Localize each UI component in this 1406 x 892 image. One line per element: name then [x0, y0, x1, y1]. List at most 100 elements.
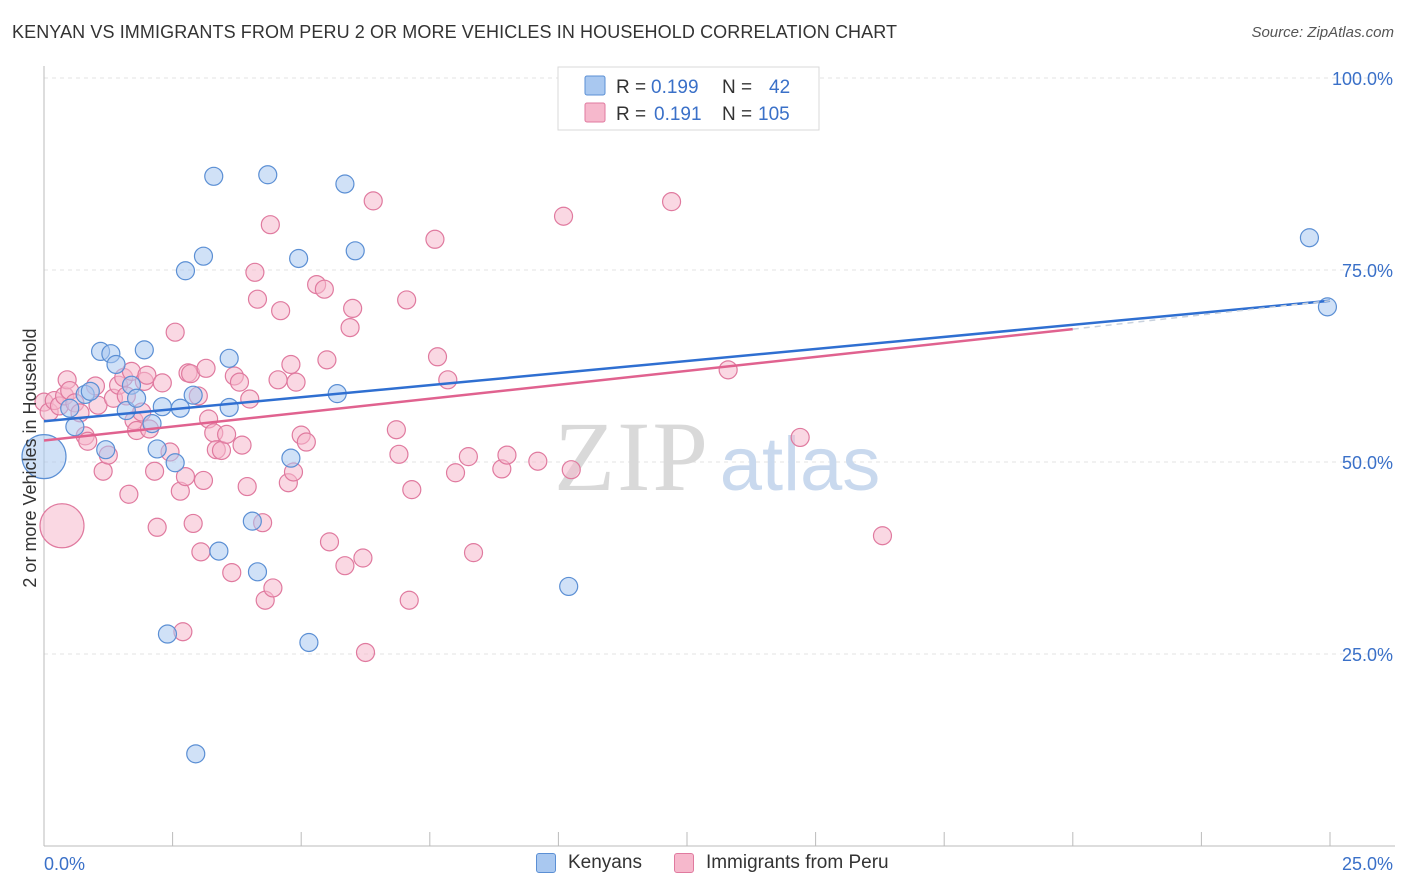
- kenyans-point-35[interactable]: [345, 241, 365, 261]
- peru-point-96[interactable]: [790, 427, 810, 448]
- peru-point-47[interactable]: [217, 424, 237, 444]
- peru-point-83[interactable]: [425, 229, 445, 249]
- peru-point-14[interactable]: [93, 461, 113, 481]
- peru-point-88[interactable]: [463, 543, 484, 563]
- peru-point-32[interactable]: [165, 322, 185, 342]
- peru-point-85[interactable]: [438, 370, 458, 390]
- peru-point-40[interactable]: [191, 542, 211, 562]
- kenyans-point-25[interactable]: [219, 348, 239, 368]
- peru-point-70[interactable]: [317, 350, 337, 370]
- chart-source: Source: ZipAtlas.com: [1251, 24, 1394, 41]
- peru-point-26[interactable]: [137, 365, 157, 385]
- peru-point-41[interactable]: [193, 470, 214, 491]
- kenyans-point-6[interactable]: [96, 440, 116, 460]
- peru-point-28[interactable]: [144, 461, 165, 481]
- kenyans-point-24[interactable]: [209, 541, 229, 561]
- peru-point-46[interactable]: [211, 440, 232, 461]
- peru-point-30[interactable]: [152, 373, 172, 393]
- kenyans-point-27[interactable]: [242, 511, 262, 531]
- kenyans-point-11[interactable]: [126, 388, 147, 408]
- kenyans-point-22[interactable]: [193, 246, 214, 266]
- kenyans-point-1[interactable]: [60, 398, 80, 418]
- kenyans-point-20[interactable]: [183, 385, 203, 405]
- peru-point-90[interactable]: [497, 445, 517, 465]
- kenyans-point-15[interactable]: [152, 397, 172, 417]
- kenyans-point-4[interactable]: [80, 381, 100, 401]
- peru-point-61[interactable]: [271, 301, 291, 321]
- kenyans-point-0[interactable]: [21, 434, 67, 480]
- peru-point-73[interactable]: [340, 318, 360, 338]
- peru-point-52[interactable]: [237, 476, 257, 497]
- kenyans-point-8[interactable]: [106, 354, 126, 375]
- kenyans-point-23[interactable]: [204, 166, 224, 186]
- kenyans-point-26[interactable]: [219, 397, 239, 418]
- peru-point-50[interactable]: [229, 372, 250, 392]
- peru-point-51[interactable]: [232, 435, 252, 455]
- stats-n-value-1: 42: [769, 77, 790, 98]
- kenyans-point-29[interactable]: [258, 165, 278, 185]
- peru-point-63[interactable]: [281, 354, 301, 375]
- stats-r-label-1: R =: [616, 77, 651, 98]
- peru-point-81[interactable]: [399, 590, 419, 610]
- peru-point-54[interactable]: [245, 262, 265, 282]
- peru-point-92[interactable]: [553, 206, 574, 226]
- kenyans-point-28[interactable]: [247, 562, 268, 582]
- peru-point-82[interactable]: [402, 480, 422, 500]
- peru-point-72[interactable]: [335, 556, 355, 576]
- peru-point-80[interactable]: [397, 290, 417, 310]
- peru-point-87[interactable]: [458, 447, 478, 467]
- peru-point-95[interactable]: [718, 360, 738, 380]
- y-tick-label-2: 75.0%: [1342, 261, 1393, 281]
- kenyans-point-36[interactable]: [559, 576, 579, 597]
- kenyans-point-14[interactable]: [147, 439, 167, 459]
- peru-point-48[interactable]: [222, 562, 242, 583]
- trend-lines: [43, 299, 1331, 442]
- peru-point-84[interactable]: [427, 347, 448, 367]
- kenyans-point-19[interactable]: [175, 261, 196, 281]
- kenyans-point-12[interactable]: [134, 340, 154, 360]
- peru-point-77[interactable]: [363, 191, 383, 211]
- y-axis-label: 2 or more Vehicles in Household: [20, 328, 40, 587]
- peru-point-67[interactable]: [296, 432, 316, 452]
- kenyans-point-32[interactable]: [299, 632, 319, 653]
- peru-point-53[interactable]: [240, 389, 260, 409]
- peru-point-91[interactable]: [528, 451, 548, 471]
- peru-point-38[interactable]: [183, 513, 203, 534]
- peru-point-29[interactable]: [147, 517, 167, 537]
- kenyans-point-30[interactable]: [281, 448, 301, 468]
- kenyans-point-17[interactable]: [165, 453, 185, 473]
- peru-point-79[interactable]: [389, 444, 409, 464]
- peru-point-74[interactable]: [343, 298, 363, 318]
- legend-item-peru[interactable]: Immigrants from Peru: [673, 852, 889, 874]
- peru-point-78[interactable]: [386, 420, 406, 440]
- peru-point-59[interactable]: [263, 578, 283, 598]
- peru-point-35[interactable]: [175, 466, 196, 487]
- peru-point-58[interactable]: [260, 215, 280, 235]
- kenyans-point-31[interactable]: [289, 248, 309, 269]
- kenyans-point-37[interactable]: [1299, 228, 1320, 248]
- legend-item-kenyans[interactable]: Kenyans: [536, 852, 642, 874]
- peru-point-42[interactable]: [196, 358, 216, 378]
- peru-point-65[interactable]: [286, 372, 306, 392]
- stats-n-label-1: N =: [722, 77, 757, 98]
- peru-point-69[interactable]: [314, 279, 334, 299]
- peru-point-97[interactable]: [872, 526, 893, 546]
- trend-line-peru: [43, 327, 1073, 442]
- peru-point-4[interactable]: [39, 503, 85, 549]
- peru-point-94[interactable]: [661, 192, 682, 212]
- kenyans-point-2[interactable]: [65, 417, 85, 437]
- peru-point-93[interactable]: [561, 460, 581, 480]
- peru-point-76[interactable]: [355, 642, 376, 663]
- kenyans-point-21[interactable]: [186, 744, 206, 764]
- peru-point-60[interactable]: [268, 370, 288, 390]
- peru-point-20[interactable]: [119, 484, 139, 504]
- peru-point-75[interactable]: [353, 548, 373, 568]
- y-tick-label-1: 50.0%: [1342, 453, 1393, 473]
- kenyans-point-34[interactable]: [335, 174, 355, 194]
- kenyans-point-16[interactable]: [157, 624, 178, 644]
- peru-point-71[interactable]: [319, 532, 340, 552]
- peru-point-86[interactable]: [445, 463, 466, 483]
- peru-point-55[interactable]: [247, 289, 268, 309]
- watermark: ZIP atlas: [554, 401, 880, 512]
- legend-swatch-kenyans: [536, 853, 556, 873]
